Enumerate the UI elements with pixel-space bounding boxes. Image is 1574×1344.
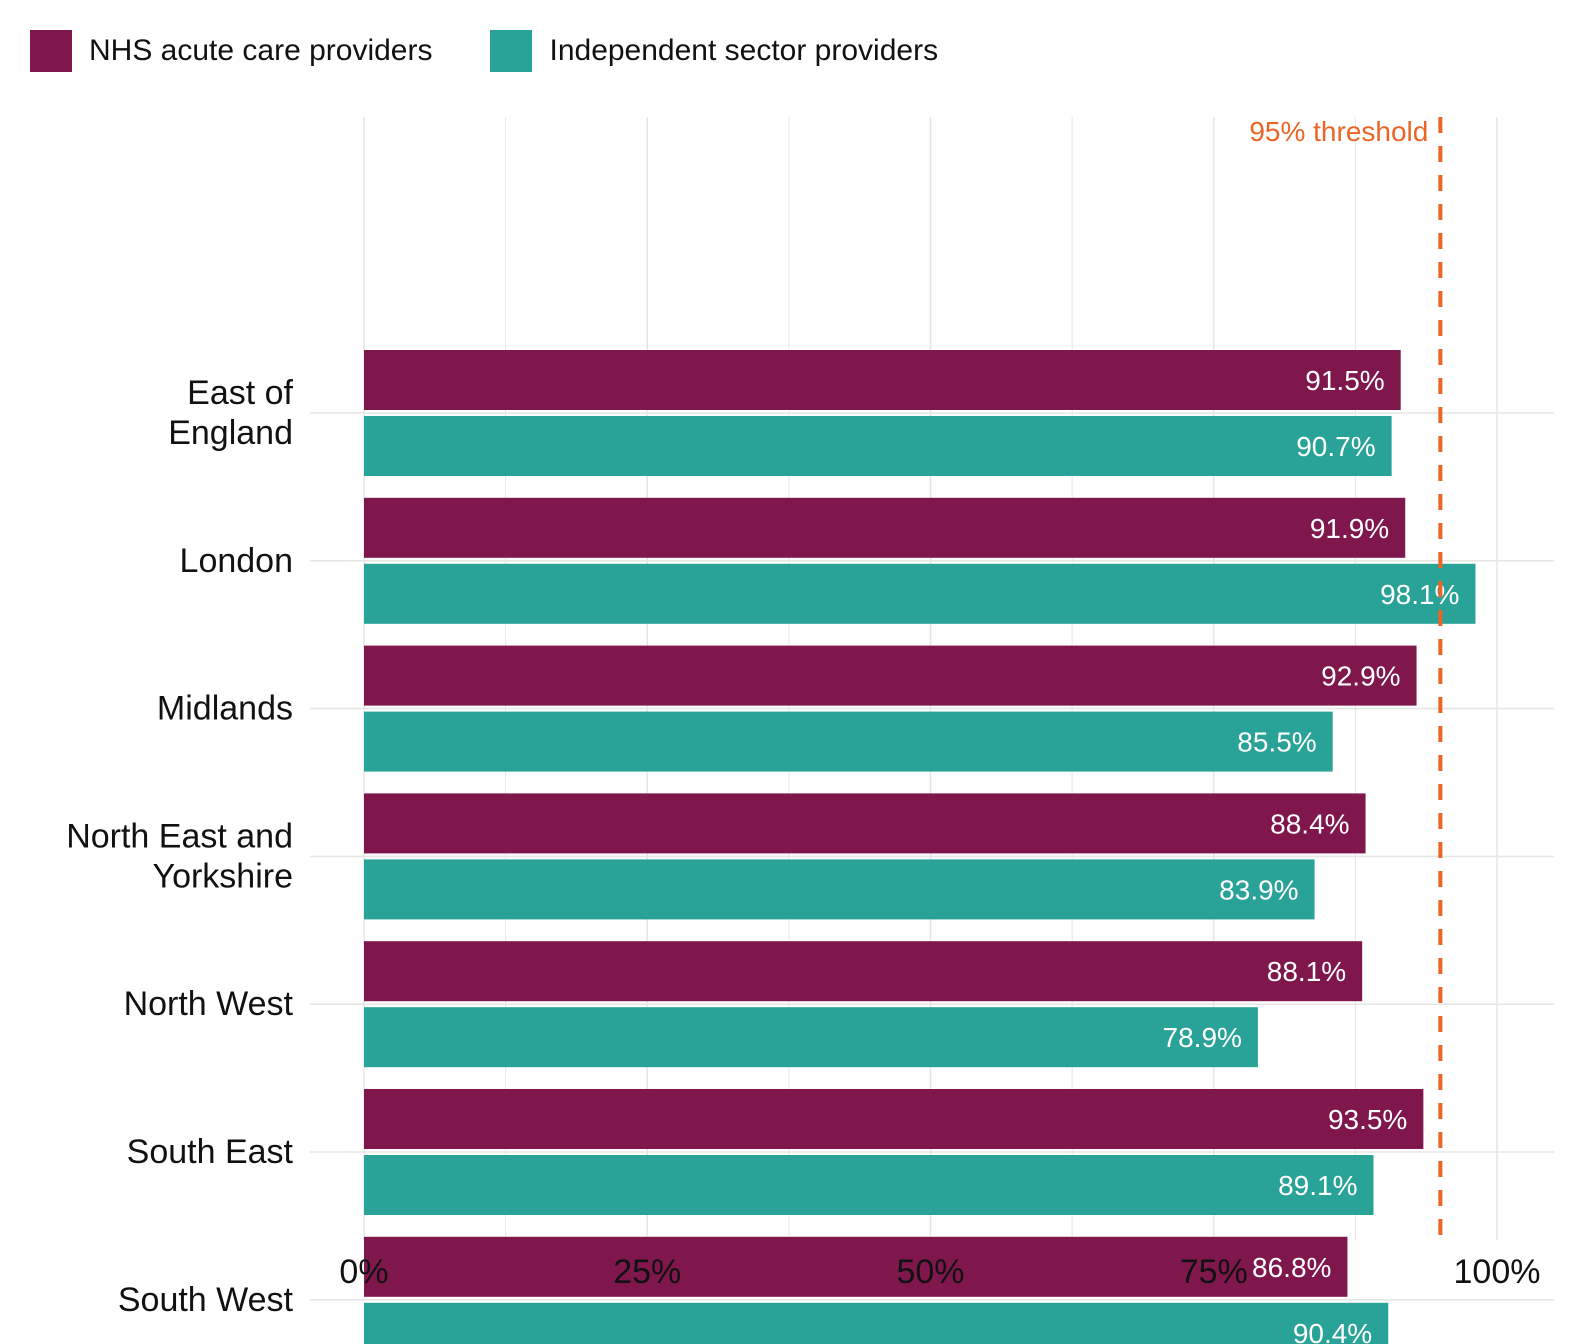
category-label: Yorkshire <box>153 857 293 895</box>
x-tick-label: 100% <box>1454 1253 1541 1291</box>
bar-nhs <box>364 793 1366 854</box>
bar-nhs <box>364 1236 1348 1297</box>
category-label: South East <box>127 1133 294 1171</box>
bar-value-label: 83.9% <box>1219 874 1298 905</box>
bar-independent <box>364 1155 1374 1215</box>
category-label: East of <box>187 374 293 412</box>
bar-nhs <box>364 941 1363 1002</box>
bar-value-label: 98.1% <box>1380 579 1459 610</box>
category-label: England <box>168 414 293 452</box>
bar-value-label: 90.4% <box>1293 1318 1372 1344</box>
category-label: South West <box>118 1281 294 1319</box>
bar-value-label: 89.1% <box>1278 1170 1357 1201</box>
bar-nhs <box>364 350 1401 410</box>
x-tick-label: 25% <box>613 1253 681 1291</box>
threshold-label: 95% threshold <box>1249 116 1428 147</box>
legend-item-independent: Independent sector providers <box>490 30 938 72</box>
bar-nhs <box>364 645 1417 706</box>
bar-value-label: 78.9% <box>1163 1022 1242 1053</box>
bar-value-label: 91.9% <box>1310 513 1389 544</box>
legend-item-nhs: NHS acute care providers <box>30 30 432 72</box>
bar-value-label: 88.4% <box>1270 808 1349 839</box>
category-label: North East and <box>66 817 293 855</box>
bar-independent <box>364 1007 1258 1068</box>
category-label: North West <box>124 985 294 1023</box>
legend-swatch-nhs <box>30 30 72 72</box>
x-tick-label: 50% <box>896 1253 964 1291</box>
bar-nhs <box>364 1089 1424 1149</box>
bar-independent <box>364 711 1333 772</box>
legend-label-independent: Independent sector providers <box>549 34 939 67</box>
x-tick-label: 75% <box>1180 1253 1248 1291</box>
bar-independent <box>364 1302 1389 1344</box>
bar-value-label: 91.5% <box>1305 365 1384 396</box>
bar-independent <box>364 416 1392 476</box>
legend-label-nhs: NHS acute care providers <box>89 34 433 67</box>
bar-nhs <box>364 497 1406 558</box>
bar-independent <box>364 563 1476 624</box>
bar-value-label: 92.9% <box>1321 661 1400 692</box>
category-label: Midlands <box>157 690 293 728</box>
legend-swatch-independent <box>490 30 533 72</box>
bar-value-label: 86.8% <box>1252 1252 1331 1283</box>
legend: NHS acute care providers Independent sec… <box>30 30 996 72</box>
x-tick-label: 0% <box>339 1253 388 1291</box>
bar-value-label: 88.1% <box>1267 956 1346 987</box>
bar-value-label: 93.5% <box>1328 1104 1407 1135</box>
bar-value-label: 85.5% <box>1237 727 1316 758</box>
bar-value-label: 90.7% <box>1296 431 1375 462</box>
bar-independent <box>364 859 1315 920</box>
category-label: London <box>180 542 293 580</box>
